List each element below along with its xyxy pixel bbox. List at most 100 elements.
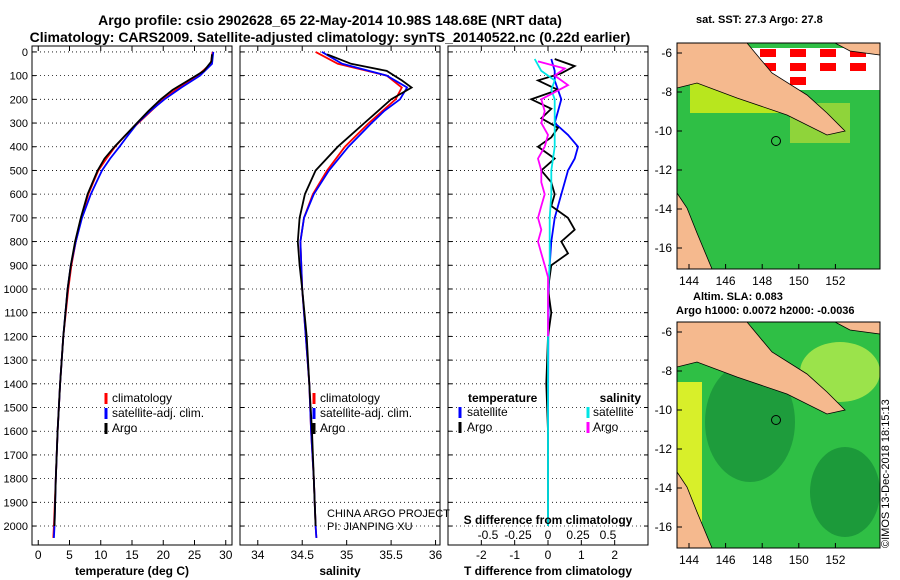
land-new-guinea [676,321,846,415]
series-temperature-satellite [547,58,579,526]
x-top-tick-label: 0.25 [566,528,590,542]
lat-tick-label: -6 [661,325,672,339]
lat-tick-label: -12 [655,163,673,177]
x-axis-top-label: S difference from climatology [464,513,633,527]
plot-frame-temperature [31,45,233,546]
lon-tick-label: 148 [752,553,772,567]
x-tick-label: 30 [219,548,233,562]
sst-hot-cell [820,49,836,57]
series-argo [296,53,414,527]
series-satellite-adj-clim- [299,51,409,538]
x-tick-label: 10 [94,548,108,562]
lon-tick-label: 150 [789,274,809,288]
chart-title-line2: Climatology: CARS2009. Satellite-adjuste… [29,29,631,45]
x-tick-label: 0 [545,548,552,562]
lon-tick-label: 144 [679,274,699,288]
sst-hot-cell [850,49,866,57]
map-frame [676,321,881,549]
x-tick-label: 35.5 [379,548,403,562]
x-tick-label: 1 [578,548,585,562]
legend-label: satellite [467,405,508,419]
sla-map [676,321,881,549]
argo-float-marker [771,415,781,425]
lat-tick-label: -6 [661,46,672,60]
sst-map [676,42,881,270]
depth-tick-label: 1400 [4,379,28,391]
lon-tick-label: 150 [789,553,809,567]
sla-low [810,447,880,537]
x-tick-label: 20 [157,548,171,562]
depth-tick-label: 700 [10,213,28,225]
sst-hot-cell [760,63,776,71]
series-climatology [299,51,403,538]
series-salinity-satellite [533,58,556,526]
series-climatology [52,51,214,538]
lat-tick-label: -8 [661,85,672,99]
legend-label: Argo [467,420,493,434]
depth-tick-label: 1100 [4,308,28,320]
x-tick-label: 34 [251,548,265,562]
depth-tick-label: 800 [10,237,28,249]
lat-tick-label: -14 [655,202,673,216]
depth-tick-label: 0 [22,47,28,59]
series-temperature-argo [528,58,577,526]
lon-tick-label: 152 [825,553,845,567]
series-argo [53,54,213,527]
sst-hot-cell [790,49,806,57]
sst-hot-cell [760,49,776,57]
x-top-tick-label: 0.5 [600,528,617,542]
depth-tick-label: 100 [10,71,28,83]
x-tick-label: 5 [66,548,73,562]
attribution-line1: CHINA ARGO PROJECT [327,508,450,520]
depth-tick-label: 1800 [4,474,28,486]
x-tick-label: 2 [611,548,618,562]
x-tick-label: -2 [476,548,487,562]
legend-label: satellite [593,405,634,419]
sst-hot-cell [790,63,806,71]
chart-title-line1: Argo profile: csio 2902628_65 22-May-201… [98,12,562,28]
sst-map-title: sat. SST: 27.3 Argo: 27.8 [696,14,823,26]
imos-timestamp: ©IMOS 13-Dec-2018 18:15:13 [880,399,892,548]
depth-tick-label: 200 [10,94,28,106]
x-tick-label: 34.5 [291,548,315,562]
depth-tick-label: 500 [10,165,28,177]
argo-float-marker [771,136,781,146]
lon-tick-label: 148 [752,274,772,288]
sst-hot-cell [850,63,866,71]
lon-tick-label: 144 [679,553,699,567]
legend-label: satellite-adj. clim. [112,406,204,420]
legend-label: Argo [593,420,619,434]
x-axis-label-temperature: temperature (deg C) [75,564,189,578]
x-axis-label-difference: T difference from climatology [464,564,632,578]
series-salinity-argo [537,60,570,337]
x-tick-label: 35 [340,548,354,562]
sst-hot-cell [820,63,836,71]
lat-tick-label: -10 [655,124,673,138]
lat-tick-label: -16 [655,241,673,255]
depth-tick-label: 1900 [4,497,28,509]
depth-tick-label: 300 [10,118,28,130]
lat-tick-label: -8 [661,364,672,378]
map-frame [676,42,881,270]
series-satellite-adj-clim- [53,51,215,538]
x-top-tick-label: -0.25 [504,528,532,542]
depth-tick-label: 1200 [4,331,28,343]
depth-tick-label: 400 [10,142,28,154]
x-top-tick-label: -0.5 [478,528,499,542]
legend-title-salinity: salinity [600,391,642,405]
lon-tick-label: 152 [825,274,845,288]
attribution-line2: PI: JIANPING XU [327,521,413,533]
sla-map-title: Altim. SLA: 0.083 [693,291,783,303]
legend-label: climatology [112,391,172,405]
depth-tick-label: 1300 [4,355,28,367]
lat-tick-label: -14 [655,481,673,495]
sla-low [705,362,795,482]
x-tick-label: 0 [35,548,42,562]
land-new-guinea [676,42,846,136]
plot-frame-salinity [239,45,441,546]
x-top-tick-label: 0 [545,528,552,542]
legend-label: satellite-adj. clim. [320,406,412,420]
lon-tick-label: 146 [716,274,736,288]
depth-tick-label: 1000 [4,284,28,296]
